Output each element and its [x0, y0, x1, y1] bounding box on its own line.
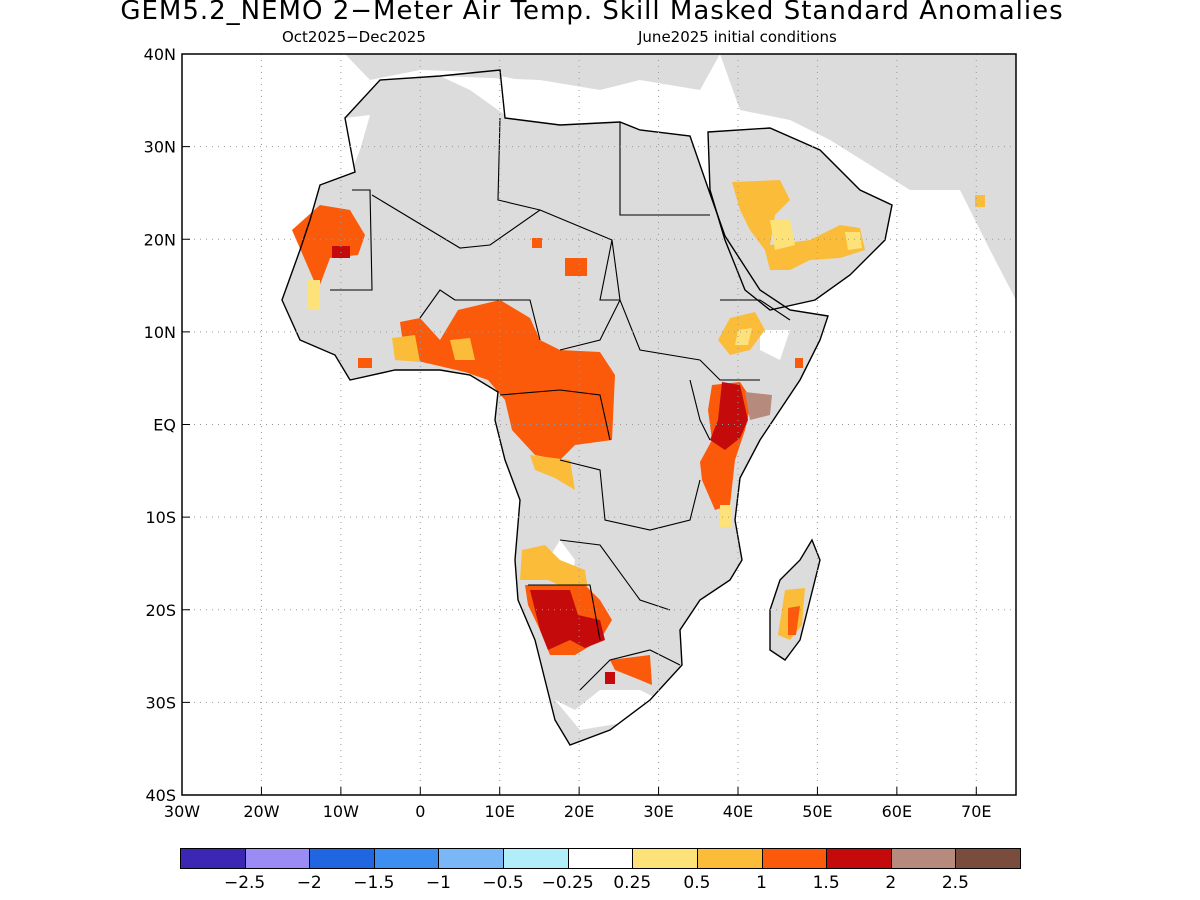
anomaly-shading: [292, 180, 985, 685]
mauritania-anomaly-low: [308, 280, 320, 310]
arabia-anomaly: [732, 180, 865, 270]
x-tick-label: 20E: [564, 802, 594, 821]
colorbar-swatch: [955, 848, 1021, 869]
south-africa-anomaly: [610, 655, 652, 685]
y-tick-label: EQ: [153, 416, 176, 435]
sahara-mask: [440, 76, 700, 120]
kenya-anomaly-high: [710, 382, 748, 450]
masked-areas: [345, 76, 790, 730]
iran-landmass: [720, 54, 1016, 250]
initial-conditions-label: June2025 initial conditions: [638, 28, 837, 46]
x-tick-label: 10W: [323, 802, 359, 821]
x-axis: 30W 20W 10W 0 10E 20E 30E 40E 50E 60E 70E: [164, 787, 992, 821]
horn-mask: [760, 330, 790, 360]
boundary-lines: [281, 69, 893, 746]
nw-mask: [345, 115, 370, 175]
arabia-coastline: [707, 127, 893, 311]
y-tick-label: 20S: [145, 601, 176, 620]
colorbar-label: −2.5: [223, 873, 266, 893]
season-label: Oct2025−Dec2025: [282, 28, 426, 46]
colorbar-label: 1: [756, 873, 767, 893]
colorbar-label: 0.5: [683, 873, 711, 893]
colorbar-label: 2.5: [941, 873, 969, 893]
colorbar-swatch: [632, 848, 698, 869]
nigeria-anomaly-small: [358, 358, 372, 368]
india-anomaly: [975, 195, 985, 207]
arabia-landmass: [708, 128, 892, 310]
land-layer: [282, 54, 1016, 745]
colorbar-label: 1.5: [812, 873, 840, 893]
y-tick-label: 10N: [144, 323, 176, 342]
colorbar-label: −0.25: [541, 873, 594, 893]
colorbar-label: 0.25: [613, 873, 652, 893]
colorbar-swatch: [309, 848, 375, 869]
horn-anomaly-small: [795, 358, 803, 368]
x-tick-label: 30E: [643, 802, 673, 821]
europe-landmass: [345, 54, 720, 95]
sahel-anomaly-mid: [392, 335, 475, 362]
x-tick-label: 10E: [484, 802, 514, 821]
x-tick-label: 0: [415, 802, 425, 821]
colorbar-label: −1.5: [353, 873, 395, 893]
y-tick-label: 10S: [145, 508, 176, 527]
colorbar-swatch: [373, 848, 440, 869]
colorbar-swatch: [761, 848, 828, 869]
colorbar-label: −2: [296, 873, 322, 893]
x-tick-label: 30W: [164, 802, 200, 821]
africa-coastline: [281, 69, 829, 746]
colorbar-swatch: [503, 848, 569, 869]
congo-anomaly-mid: [530, 455, 575, 490]
chad-anomaly: [565, 258, 587, 276]
sudan-anomaly: [532, 238, 542, 248]
madagascar-coastline: [769, 538, 821, 661]
internal-borders: [330, 117, 791, 691]
colorbar-swatch: [180, 848, 246, 869]
colorbar-swatch: [244, 848, 311, 869]
y-tick-label: 30N: [144, 138, 176, 157]
colorbar-label: −1: [425, 873, 451, 893]
gridlines: [182, 54, 1016, 795]
somalia-anomaly-top: [745, 392, 772, 420]
tanzania-anomaly-low: [720, 505, 732, 527]
sw-africa-mask: [555, 690, 660, 730]
namibia-anomaly-high: [530, 590, 605, 650]
chart-title: GEM5.2_NEMO 2−Meter Air Temp. Skill Mask…: [120, 0, 1064, 26]
arabia-anomaly-low: [770, 220, 862, 250]
south-africa-anomaly-high: [605, 672, 615, 684]
x-tick-label: 70E: [961, 802, 991, 821]
colorbar-swatch: [567, 848, 634, 869]
y-axis: 40N 30N 20N 10N EQ 10S 20S 30S 40S: [144, 45, 190, 805]
ethiopia-anomaly-low: [735, 328, 752, 345]
y-tick-label: 40S: [145, 786, 176, 805]
x-tick-label: 60E: [882, 802, 912, 821]
colorbar-swatch: [696, 848, 763, 869]
x-tick-label: 20W: [243, 802, 279, 821]
colorbar-swatch: [438, 848, 505, 869]
colorbar-label: 2: [885, 873, 897, 893]
y-tick-label: 30S: [145, 693, 176, 712]
west-sahara-anomaly: [292, 205, 365, 290]
colorbar-swatch: [890, 848, 957, 869]
angola-anomaly: [520, 545, 588, 590]
colorbar-label: −0.5: [482, 873, 524, 893]
y-tick-label: 40N: [144, 45, 176, 64]
x-tick-label: 40E: [723, 802, 753, 821]
india-landmass: [960, 180, 1016, 300]
colorbar-swatch: [826, 848, 892, 869]
madagascar-anomaly-mid: [788, 606, 800, 635]
x-tick-label: 50E: [802, 802, 832, 821]
y-tick-label: 20N: [144, 230, 176, 249]
